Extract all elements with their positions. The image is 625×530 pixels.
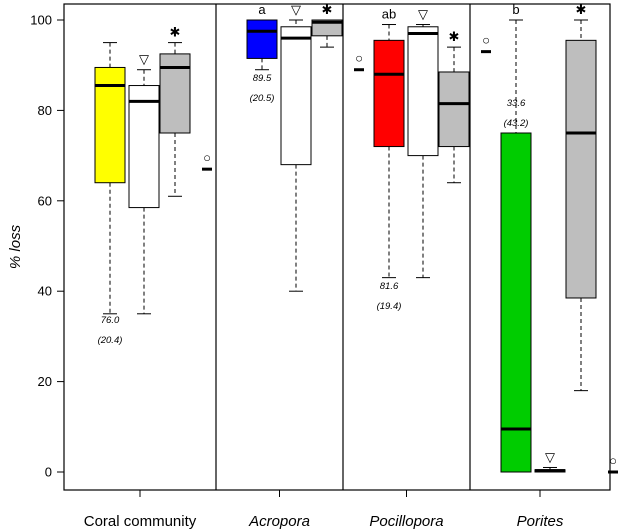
significance-marker: ✱	[449, 29, 460, 44]
box	[438, 71, 470, 148]
y-tick-label: 0	[45, 465, 52, 480]
significance-marker: ○	[482, 33, 490, 48]
x-tick-label: Coral community	[84, 513, 197, 530]
box	[500, 132, 532, 473]
y-axis-label: % loss	[7, 224, 24, 269]
x-tick-label: Porites	[517, 513, 564, 530]
y-tick-label: 60	[38, 193, 52, 208]
sd-annotation: (43.2)	[504, 118, 529, 129]
significance-marker: ○	[355, 51, 363, 66]
box	[565, 39, 597, 299]
boxes: ▽ ✱ ○ 76.0 (20.4) ▽ ✱ ○ a 89.5 (20.5) ▽ ✱ ○ ab 81.6 (19.…	[94, 2, 618, 474]
group-labels: Coral community Acropora Pocillopora Porite…	[84, 490, 564, 530]
sd-annotation: (20.5)	[250, 93, 275, 104]
significance-marker: ▽	[139, 52, 149, 67]
mean-annotation: 89.5	[253, 73, 272, 84]
box	[246, 19, 278, 59]
significance-marker: ○	[609, 453, 617, 468]
box	[311, 19, 343, 37]
significance-marker: ✱	[322, 2, 333, 17]
significance-marker: ▽	[545, 449, 555, 464]
significance-marker: ✱	[576, 2, 587, 17]
box	[280, 26, 312, 166]
sd-annotation: (19.4)	[377, 301, 402, 312]
x-tick-label: Pocillopora	[369, 513, 443, 530]
y-axis: 0 20 40 60 80 100	[30, 13, 64, 480]
x-tick-label: Acropora	[248, 513, 310, 530]
y-tick-label: 80	[38, 103, 52, 118]
box-group: ▽ ✱ ○ 76.0 (20.4)	[94, 25, 212, 346]
y-tick-label: 100	[30, 13, 52, 28]
group-separators	[215, 4, 471, 490]
plot-frame	[63, 3, 611, 491]
group-letter: ab	[382, 7, 396, 22]
box	[128, 85, 160, 209]
mean-annotation: 33.6	[507, 98, 526, 109]
box	[407, 26, 439, 157]
significance-marker: ✱	[170, 25, 181, 40]
significance-marker: ○	[203, 150, 211, 165]
box	[159, 53, 191, 134]
sd-annotation: (20.4)	[98, 335, 123, 346]
box	[373, 39, 405, 148]
mean-annotation: 76.0	[101, 315, 120, 326]
group-letter: b	[512, 2, 519, 17]
group-letter: a	[258, 2, 266, 17]
box-group: ▽ ✱ ○ b 33.6 (43.2)	[500, 2, 618, 474]
significance-marker: ▽	[418, 7, 428, 22]
significance-marker: ▽	[291, 2, 301, 17]
mean-annotation: 81.6	[380, 281, 399, 292]
y-tick-label: 40	[38, 284, 52, 299]
box-group: ▽ ✱ ○ a 89.5 (20.5)	[246, 2, 364, 292]
box-group: ▽ ✱ ○ ab 81.6 (19.4)	[373, 7, 491, 312]
y-tick-label: 20	[38, 374, 52, 389]
